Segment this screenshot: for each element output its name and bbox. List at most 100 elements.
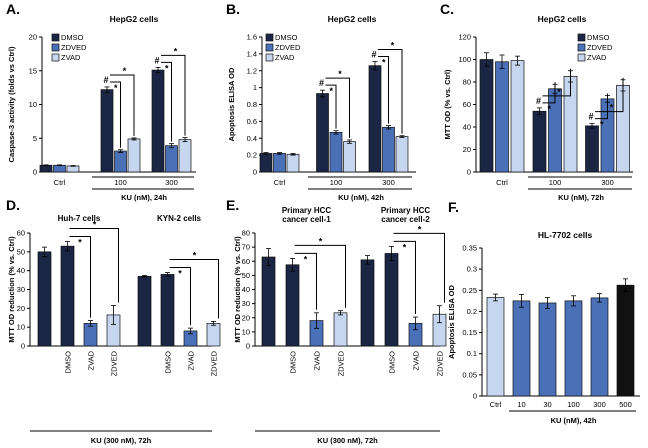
panel-c-legend-swatch-zvad — [577, 53, 586, 62]
panel-a-error-bar — [43, 164, 49, 166]
panel-a-bar-dmso-100 — [100, 89, 114, 173]
panel-c-y-tick-label: 0 — [467, 168, 471, 177]
panel-c-bracket-zdved — [542, 82, 556, 104]
panel-a-bar-dmso-Ctrl — [39, 164, 53, 173]
panel-b-legend-label-zvad: ZVAD — [275, 53, 295, 62]
panel-f-y-axis-label: Apoptosis ELISA OD — [447, 284, 456, 358]
panel-e-y-tick-label: 60 — [242, 257, 250, 266]
panel-e-y-tick-label: 80 — [242, 229, 250, 238]
panel-e-star: * — [403, 242, 407, 252]
panel-e-error-bar — [266, 248, 271, 266]
panel-f-title: HL-7702 cells — [538, 230, 593, 240]
panel-c-bar-zvad-Ctrl — [510, 60, 525, 173]
panel-c-bracket-zdved — [595, 93, 608, 120]
panel-d-star: * — [193, 251, 197, 261]
panel-f-bar-500 — [616, 284, 635, 397]
panel-a-legend-label-zvad: ZVAD — [61, 53, 81, 62]
panel-d-error-bar — [42, 246, 47, 257]
panel-e-star: * — [418, 224, 422, 234]
panel-b-star: * — [391, 40, 395, 50]
panel-e-y-tick-label: 0 — [246, 342, 250, 351]
panel-b-hash-mark: # — [371, 49, 376, 59]
panel-c-error-bar — [537, 107, 542, 116]
panel-c-bar-dmso-300 — [585, 125, 599, 173]
panel-a-star: * — [123, 66, 127, 76]
panel-d-bar-ctrl — [137, 275, 152, 347]
panel-b-y-tick-label: 0 — [253, 168, 257, 177]
panel-e-y-tick-label: 70 — [242, 243, 250, 252]
panel-c-y-axis-label: MTT OD (% vs. Ctrl) — [443, 69, 452, 140]
panel-a-bar-zvad-300 — [178, 139, 192, 173]
panel-a-legend-label-dmso: DMSO — [61, 33, 84, 42]
panel-f-x-label-30: 30 — [543, 400, 551, 409]
panel-b-legend-label-dmso: DMSO — [275, 33, 298, 42]
panel-a-bracket-zvad — [161, 54, 186, 136]
panel-b-bar-dmso-100 — [316, 93, 329, 173]
panel-a-error-bar — [57, 164, 62, 166]
panel-e-bar-dmso — [285, 264, 300, 347]
panel-b-x-label-100: 100 — [330, 178, 343, 187]
panel-d-star: * — [93, 219, 97, 229]
panel-f-bar-30 — [538, 302, 557, 397]
panel-f-error-bar — [519, 294, 524, 308]
panel-f-error-bar — [623, 278, 628, 292]
panel-b-error-bar — [333, 130, 339, 135]
panel-c-x-axis-title: KU (nM), 72h — [558, 193, 604, 202]
panel-c-x-label-300: 300 — [601, 178, 614, 187]
panel-f-y-tick-label: 0.25 — [462, 286, 477, 295]
panel-d-bar-zvad — [83, 323, 98, 347]
panel-c-legend-swatch-dmso — [577, 33, 586, 42]
panel-e-error-bar — [338, 310, 343, 316]
panel-c-error-bar — [515, 55, 520, 66]
panel-a-star: * — [114, 83, 118, 93]
panel-e-bracket-zdved — [294, 244, 346, 308]
panel-c-bracket-zvad — [542, 68, 571, 97]
panel-e-y-tick-label: 10 — [242, 327, 250, 336]
panel-e-group-label-line2: cancer cell-1 — [282, 215, 331, 224]
panel-b-bracket-zdved — [378, 55, 389, 124]
panel-f-y-tick-label: 0.15 — [462, 328, 477, 337]
panel-e-star: * — [304, 254, 308, 264]
panel-c-x-label-100: 100 — [549, 178, 562, 187]
panel-e-error-bar — [314, 312, 319, 329]
panel-a-bracket-zdved — [110, 81, 121, 148]
panel-c-y-tick-label: 120 — [458, 33, 471, 42]
panel-d-star: * — [78, 237, 82, 247]
panel-c-hash-mark: # — [536, 96, 541, 106]
panel-e-label: E. — [226, 197, 239, 213]
panel-a-bar-zdved-Ctrl — [53, 164, 66, 173]
panel-d-bar-zdved — [206, 323, 221, 347]
panel-e-bracket-zvad — [294, 252, 317, 310]
panel-f-bar-ctrl — [486, 297, 505, 397]
panel-a-legend-swatch-zvad — [51, 53, 60, 62]
panel-c-star: * — [557, 87, 561, 97]
panel-b-bracket-zvad — [325, 77, 350, 138]
panel-c-legend-swatch-zdved — [577, 43, 586, 52]
panel-c-label: C. — [440, 1, 454, 17]
panel-d-x-label-zvad: ZVAD — [87, 350, 96, 370]
panel-e-bracket-zvad — [393, 240, 416, 315]
panel-b-bar-zvad-100 — [343, 141, 356, 173]
panel-c-y-tick-label: 100 — [458, 55, 471, 64]
panel-f-x-label-500: 500 — [619, 400, 632, 409]
panel-b-y-tick-label: 0.2 — [247, 151, 257, 160]
panel-b-x-label-300: 300 — [382, 178, 395, 187]
panel-c-legend-label-zvad: ZVAD — [587, 53, 607, 62]
panel-d-group-label: Huh-7 cells — [58, 214, 101, 223]
panel-a-title: HepG2 cells — [110, 14, 159, 24]
panel-e-y-tick-label: 50 — [242, 271, 250, 280]
panel-a-hash-mark: # — [154, 55, 159, 65]
panel-b-y-axis-label: Apoptosis ELISA OD — [227, 67, 236, 141]
panel-b-y-tick-label: 0.4 — [247, 134, 257, 143]
panel-e-x-label-dmso: DMSO — [289, 351, 298, 374]
panel-d-error-bar — [165, 272, 170, 277]
panel-f-x-label-ctrl: Ctrl — [490, 400, 502, 409]
panel-b-star: * — [382, 57, 386, 67]
panel-a-star: * — [174, 46, 178, 56]
panel-e-error-bar — [290, 258, 295, 272]
panel-b-error-bar — [347, 139, 352, 144]
panel-a-hash-mark: # — [103, 75, 108, 85]
panel-b-y-tick-label: 1 — [253, 83, 257, 92]
panel-e-y-tick-label: 40 — [242, 285, 250, 294]
panel-f-label: F. — [448, 199, 459, 215]
